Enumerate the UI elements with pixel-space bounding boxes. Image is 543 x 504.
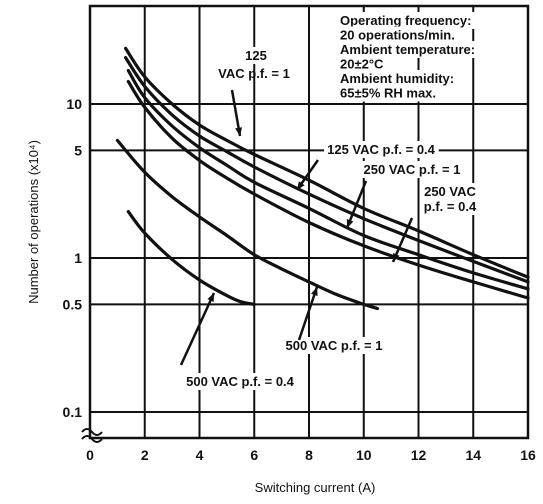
x-tick-label: 6	[250, 447, 258, 463]
condition-text-backdrop	[337, 70, 458, 87]
condition-text-backdrop	[337, 26, 458, 44]
series-line	[126, 210, 256, 306]
condition-text-backdrop	[337, 41, 479, 58]
leader-arrowhead	[235, 127, 243, 136]
condition-text: 65±5% RH max.	[340, 86, 436, 101]
leader-line	[179, 292, 216, 366]
axis-break-mark	[81, 435, 103, 443]
leader-arrowhead	[393, 253, 400, 262]
x-tick-label: 4	[196, 447, 204, 463]
series-label: 500 VAC p.f. = 0.4	[186, 374, 295, 389]
series-label: 250 VAC p.f. = 1	[364, 162, 461, 177]
leader-line	[345, 180, 368, 229]
series-label: VAC p.f. = 1	[218, 66, 290, 81]
leader-arrowhead	[311, 287, 318, 296]
y-tick-label: 10	[66, 96, 82, 112]
condition-text: Ambient temperature:	[340, 42, 475, 57]
y-axis-title: Number of operations (x10⁴)	[26, 140, 41, 304]
y-tick-label: 5	[74, 142, 82, 158]
series-line	[124, 46, 530, 279]
series-line	[115, 138, 379, 311]
series-label-backdrop	[242, 47, 270, 64]
condition-text: Ambient humidity:	[340, 71, 454, 86]
x-tick-label: 12	[411, 447, 427, 463]
series-label: 125	[245, 48, 267, 63]
condition-text-backdrop	[337, 55, 388, 73]
leader-line	[297, 286, 319, 341]
series-label-backdrop	[421, 183, 480, 200]
x-tick-label: 10	[356, 447, 372, 463]
x-tick-label: 2	[141, 447, 149, 463]
series-label: p.f. = 0.4	[424, 199, 477, 214]
series-line	[126, 68, 530, 291]
condition-text-backdrop	[337, 12, 475, 29]
leader-arrowhead	[297, 181, 305, 190]
axis-break-mark	[81, 428, 103, 436]
series-label-backdrop	[324, 141, 439, 158]
y-tick-label: 0.5	[63, 296, 83, 312]
series-line	[126, 79, 530, 300]
x-axis-title: Switching current (A)	[255, 480, 376, 495]
x-tick-label: 8	[305, 447, 313, 463]
leader-arrowhead	[346, 219, 354, 228]
series-label-backdrop	[360, 161, 464, 178]
series-label: 500 VAC p.f. = 1	[286, 338, 383, 353]
x-tick-label: 16	[520, 447, 536, 463]
series-label-backdrop	[420, 198, 480, 215]
series-label: 250 VAC	[424, 184, 476, 199]
series-label-backdrop	[282, 337, 386, 354]
condition-text: 20±2°C	[340, 57, 384, 72]
y-tick-label: 1	[74, 250, 82, 266]
x-tick-label: 14	[465, 447, 481, 463]
condition-text: 20 operations/min.	[340, 28, 455, 43]
series-label: 125 VAC p.f. = 0.4	[327, 142, 436, 157]
series-line	[124, 56, 530, 284]
y-tick-label: 0.1	[63, 404, 83, 420]
condition-text-backdrop	[337, 84, 440, 102]
leader-arrowhead	[207, 293, 214, 302]
series-label-backdrop	[183, 373, 298, 390]
x-tick-label: 0	[86, 447, 94, 463]
condition-text: Operating frequency:	[340, 13, 471, 28]
